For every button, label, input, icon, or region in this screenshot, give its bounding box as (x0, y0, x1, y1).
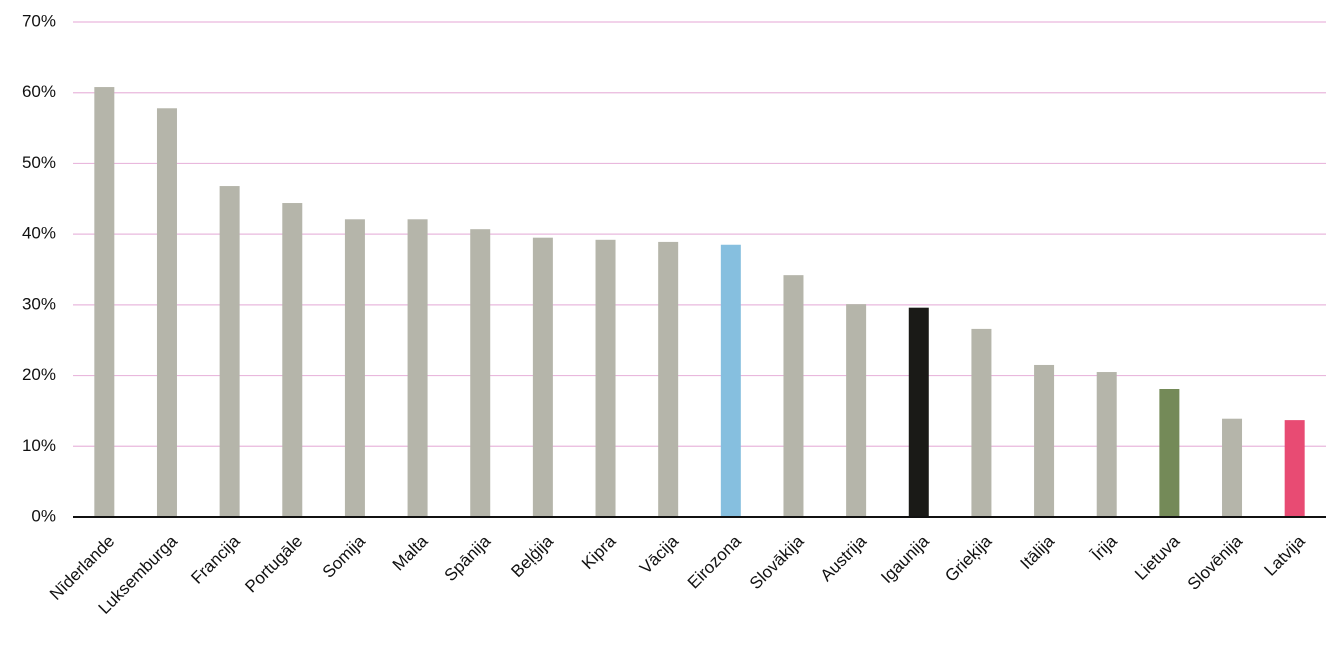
x-tick-label: Vācija (636, 531, 683, 578)
x-tick-label: Itālija (1017, 531, 1059, 573)
bar (94, 87, 115, 518)
y-tick-label: 60% (22, 82, 56, 101)
x-tick-label: Somija (319, 531, 370, 582)
x-tick-label: Slovēnija (1184, 531, 1247, 594)
bar (219, 186, 240, 518)
bar (846, 304, 867, 517)
x-tick-label: Īrija (1088, 531, 1121, 564)
x-tick-label: Spānija (441, 531, 495, 585)
bar (407, 219, 428, 518)
bar (1222, 418, 1243, 517)
bar (908, 307, 929, 517)
y-tick-label: 70% (22, 11, 56, 30)
bar (1096, 372, 1117, 517)
y-tick-label: 0% (31, 506, 56, 525)
x-tick-label: Igaunija (877, 531, 933, 587)
bar (1159, 389, 1180, 517)
bar (156, 108, 177, 518)
bar (282, 203, 303, 517)
x-tick-label: Beļģija (507, 531, 557, 581)
x-tick-label: Grieķija (941, 531, 996, 586)
y-tick-label: 10% (22, 436, 56, 455)
bar (720, 244, 741, 517)
x-tick-label: Lietuva (1131, 531, 1184, 584)
y-tick-label: 40% (22, 224, 56, 243)
x-tick-label: Eirozona (684, 531, 745, 592)
x-tick-label: Slovākija (746, 531, 808, 593)
bar (595, 239, 616, 518)
x-tick-label: Latvija (1260, 531, 1309, 580)
bar (1284, 420, 1305, 517)
bar (658, 241, 679, 517)
x-tick-label: Austrija (817, 531, 871, 585)
x-tick-label: Malta (389, 531, 432, 574)
bar (783, 275, 804, 517)
y-tick-label: 30% (22, 294, 56, 313)
bar (532, 237, 553, 517)
y-tick-label: 20% (22, 365, 56, 384)
y-tick-label: 50% (22, 153, 56, 172)
x-tick-label: Kipra (578, 531, 620, 573)
bar (971, 328, 992, 517)
x-tick-label: Francija (187, 531, 244, 588)
bar (470, 229, 491, 517)
x-tick-label: Portugāle (241, 532, 306, 597)
bar (344, 219, 365, 518)
bar (1034, 364, 1055, 517)
